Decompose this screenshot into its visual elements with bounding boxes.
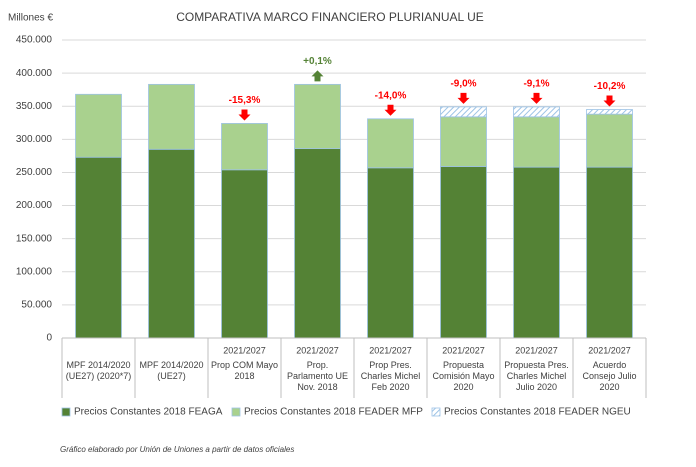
bar-segment (148, 148, 195, 339)
annotation-arrow (384, 104, 397, 116)
y-tick-label: 150.000 (16, 233, 53, 244)
annotation: -14,0% (375, 90, 407, 101)
period-label: 2021/2027 (296, 345, 339, 355)
y-tick-label: 450.000 (16, 35, 53, 46)
annotation: -10,2% (594, 81, 626, 92)
y-tick-label: 200.000 (16, 200, 53, 211)
bar-segment (513, 116, 560, 168)
y-tick-label: 400.000 (16, 68, 53, 79)
annotation: -9,1% (523, 79, 549, 90)
y-tick-label: 300.000 (16, 134, 53, 145)
legend-label: Precios Constantes 2018 FEADER NGEU (444, 407, 631, 418)
x-tick-label: Prop. Parlamento UE Nov. 2018 (286, 360, 349, 392)
annotation-arrow (238, 109, 251, 121)
legend-label: Precios Constantes 2018 FEAGA (74, 407, 223, 418)
bar-segment (75, 156, 122, 339)
bar-segment (367, 167, 414, 339)
annotation-arrow (603, 95, 616, 107)
annotation: -15,3% (229, 95, 261, 106)
y-tick-label: 250.000 (16, 167, 53, 178)
annotation: +0,1% (303, 56, 332, 67)
y-tick-label: 0 (46, 333, 52, 344)
bar-segment (294, 83, 341, 150)
bar-segment (586, 109, 633, 115)
annotation-arrow (457, 92, 470, 104)
annotation: -9,0% (450, 79, 476, 90)
x-tick-label: Prop Pres. Charles Michel Feb 2020 (360, 360, 421, 392)
y-axis-label: Millones € (8, 13, 53, 24)
bar-segment (586, 166, 633, 339)
bar-segment (148, 83, 195, 150)
y-tick-label: 50.000 (21, 300, 52, 311)
period-label: 2021/2027 (442, 345, 485, 355)
period-label: 2021/2027 (223, 345, 266, 355)
x-tick-label: Propuesta Comisión Mayo 2020 (432, 360, 495, 392)
bar-segment (221, 123, 268, 171)
x-tick-label: Prop COM Mayo 2018 (210, 360, 279, 381)
chart-title: COMPARATIVA MARCO FINANCIERO PLURIANUAL … (176, 10, 484, 24)
bar-segment (440, 116, 487, 167)
legend-swatch (61, 407, 71, 417)
period-label: 2021/2027 (515, 345, 558, 355)
bar-segment (294, 148, 341, 339)
bar-segment (221, 169, 268, 339)
bar-segment (513, 106, 560, 118)
x-tick-label: Propuesta Pres. Charles Michel Julio 202… (504, 360, 569, 392)
annotation-arrow (530, 92, 543, 104)
y-tick-label: 350.000 (16, 101, 53, 112)
x-tick-label: MPF 2014/2020 (UE27) (2020*7) (65, 360, 132, 381)
note: Gráfico elaborado por Unión de Uniones a… (60, 445, 294, 454)
legend-swatch (231, 407, 241, 417)
bar-segment (440, 166, 487, 339)
bar-segment (513, 166, 560, 339)
period-label: 2021/2027 (588, 345, 631, 355)
bar-segment (586, 113, 633, 168)
legend-label: Precios Constantes 2018 FEADER MFP (244, 407, 423, 418)
legend-swatch (431, 407, 441, 417)
bar-segment (440, 106, 487, 118)
annotation-arrow (311, 70, 324, 82)
y-tick-label: 100.000 (16, 266, 53, 277)
x-tick-label: MPF 2014/2020 (UE27) (139, 360, 204, 381)
bar-segment (75, 93, 122, 158)
x-tick-label: Acuerdo Consejo Julio 2020 (582, 360, 637, 392)
period-label: 2021/2027 (369, 345, 412, 355)
bar-segment (367, 118, 414, 169)
